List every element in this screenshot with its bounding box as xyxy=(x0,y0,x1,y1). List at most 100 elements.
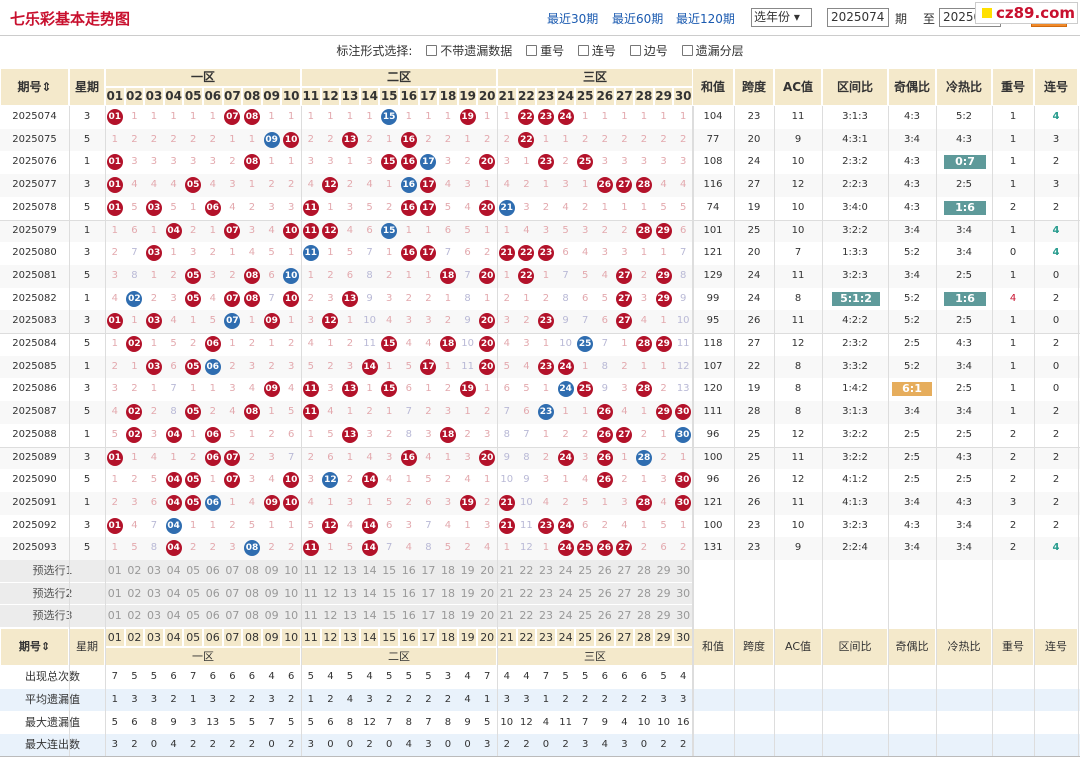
checkbox-edge[interactable] xyxy=(629,45,641,56)
preselect-number[interactable]: 04 xyxy=(166,609,181,623)
preselect-number[interactable]: 14 xyxy=(362,564,377,577)
option-edge[interactable]: 边号 xyxy=(643,44,668,58)
preselect-number[interactable]: 09 xyxy=(264,564,279,577)
preselect-number[interactable]: 28 xyxy=(636,586,651,600)
preselect-number[interactable]: 26 xyxy=(597,609,612,623)
preselect-number[interactable]: 27 xyxy=(617,609,632,623)
preselect-number[interactable]: 23 xyxy=(538,564,553,577)
preselect-number[interactable]: 24 xyxy=(558,564,573,577)
preselect-number[interactable]: 25 xyxy=(578,609,593,623)
preselect-number[interactable]: 29 xyxy=(656,564,671,577)
preselect-number[interactable]: 01 xyxy=(107,564,122,577)
preselect-number[interactable]: 13 xyxy=(342,609,357,623)
preselect-number[interactable]: 09 xyxy=(264,609,279,623)
preselect-number[interactable]: 18 xyxy=(440,564,455,577)
preselect-number[interactable]: 15 xyxy=(382,564,397,577)
preselect-number[interactable]: 22 xyxy=(519,564,534,577)
preselect-number[interactable]: 06 xyxy=(205,609,220,623)
preselect-number[interactable]: 15 xyxy=(382,586,397,600)
preselect-number[interactable]: 11 xyxy=(303,609,318,623)
preselect-number[interactable]: 19 xyxy=(460,586,475,600)
preselect-number[interactable]: 28 xyxy=(636,609,651,623)
preselect-number[interactable]: 27 xyxy=(617,586,632,600)
preselect-number[interactable]: 14 xyxy=(362,586,377,600)
preselect-number[interactable]: 03 xyxy=(146,609,161,623)
option-repeat[interactable]: 重号 xyxy=(540,44,565,58)
preselect-number[interactable]: 21 xyxy=(499,609,514,623)
preselect-number[interactable]: 28 xyxy=(636,564,651,577)
preselect-number[interactable]: 03 xyxy=(146,564,161,577)
preselect-number[interactable]: 05 xyxy=(186,564,201,577)
checkbox-consecutive[interactable] xyxy=(577,45,589,56)
checkbox-repeat[interactable] xyxy=(526,45,538,56)
preselect-number[interactable]: 30 xyxy=(676,564,691,577)
preselect-number[interactable]: 08 xyxy=(244,586,259,600)
preselect-number[interactable]: 06 xyxy=(205,586,220,600)
preselect-number[interactable]: 19 xyxy=(460,609,475,623)
preselect-number[interactable]: 04 xyxy=(166,564,181,577)
preselect-number[interactable]: 08 xyxy=(244,564,259,577)
preselect-number[interactable]: 05 xyxy=(186,609,201,623)
col-issue-header[interactable]: 期号⇕ xyxy=(0,68,69,106)
option-consecutive[interactable]: 连号 xyxy=(591,44,616,58)
preselect-number[interactable]: 18 xyxy=(440,586,455,600)
preselect-number[interactable]: 02 xyxy=(127,564,142,577)
preselect-number[interactable]: 02 xyxy=(127,586,142,600)
preselect-number[interactable]: 07 xyxy=(225,586,240,600)
preselect-number[interactable]: 24 xyxy=(558,609,573,623)
preselect-number[interactable]: 08 xyxy=(244,609,259,623)
preselect-number[interactable]: 17 xyxy=(421,586,436,600)
preselect-number[interactable]: 19 xyxy=(460,564,475,577)
preselect-number[interactable]: 26 xyxy=(597,586,612,600)
preselect-number[interactable]: 11 xyxy=(303,586,318,600)
preselect-number[interactable]: 09 xyxy=(264,586,279,600)
preselect-number[interactable]: 01 xyxy=(107,609,122,623)
preselect-number[interactable]: 12 xyxy=(323,586,338,600)
preselect-number[interactable]: 10 xyxy=(284,564,299,577)
preselect-number[interactable]: 11 xyxy=(303,564,318,577)
preselect-number[interactable]: 01 xyxy=(107,586,122,600)
preselect-number[interactable]: 02 xyxy=(127,609,142,623)
preselect-number[interactable]: 05 xyxy=(186,586,201,600)
preselect-number[interactable]: 03 xyxy=(146,586,161,600)
preselect-number[interactable]: 10 xyxy=(284,609,299,623)
preselect-number[interactable]: 12 xyxy=(323,609,338,623)
link-last-120[interactable]: 最近120期 xyxy=(676,12,735,26)
preselect-number[interactable]: 13 xyxy=(342,564,357,577)
preselect-number[interactable]: 21 xyxy=(499,564,514,577)
preselect-number[interactable]: 18 xyxy=(440,609,455,623)
preselect-number[interactable]: 07 xyxy=(225,564,240,577)
from-issue-input[interactable]: 2025074 xyxy=(827,8,889,27)
preselect-number[interactable]: 10 xyxy=(284,586,299,600)
preselect-number[interactable]: 13 xyxy=(342,586,357,600)
preselect-number[interactable]: 22 xyxy=(519,586,534,600)
preselect-number[interactable]: 29 xyxy=(656,586,671,600)
preselect-number[interactable]: 23 xyxy=(538,609,553,623)
preselect-number[interactable]: 14 xyxy=(362,609,377,623)
preselect-number[interactable]: 16 xyxy=(401,564,416,577)
option-no-omission[interactable]: 不带遗漏数据 xyxy=(440,44,513,58)
preselect-number[interactable]: 20 xyxy=(480,609,495,623)
preselect-number[interactable]: 25 xyxy=(578,564,593,577)
preselect-number[interactable]: 04 xyxy=(166,586,181,600)
checkbox-no-omission[interactable] xyxy=(426,45,438,56)
preselect-number[interactable]: 17 xyxy=(421,564,436,577)
preselect-number[interactable]: 27 xyxy=(617,564,632,577)
preselect-number[interactable]: 24 xyxy=(558,586,573,600)
preselect-number[interactable]: 16 xyxy=(401,609,416,623)
preselect-number[interactable]: 20 xyxy=(480,564,495,577)
link-last-30[interactable]: 最近30期 xyxy=(547,12,599,26)
preselect-number[interactable]: 25 xyxy=(578,586,593,600)
preselect-number[interactable]: 15 xyxy=(382,609,397,623)
preselect-number[interactable]: 20 xyxy=(480,586,495,600)
link-last-60[interactable]: 最近60期 xyxy=(612,12,664,26)
preselect-number[interactable]: 07 xyxy=(225,609,240,623)
preselect-number[interactable]: 17 xyxy=(421,609,436,623)
preselect-number[interactable]: 30 xyxy=(676,609,691,623)
preselect-number[interactable]: 16 xyxy=(401,586,416,600)
option-layer[interactable]: 遗漏分层 xyxy=(695,44,744,58)
checkbox-layer[interactable] xyxy=(681,45,693,56)
preselect-number[interactable]: 21 xyxy=(499,586,514,600)
year-select[interactable]: 选年份 ▾ xyxy=(751,8,812,27)
preselect-number[interactable]: 23 xyxy=(538,586,553,600)
